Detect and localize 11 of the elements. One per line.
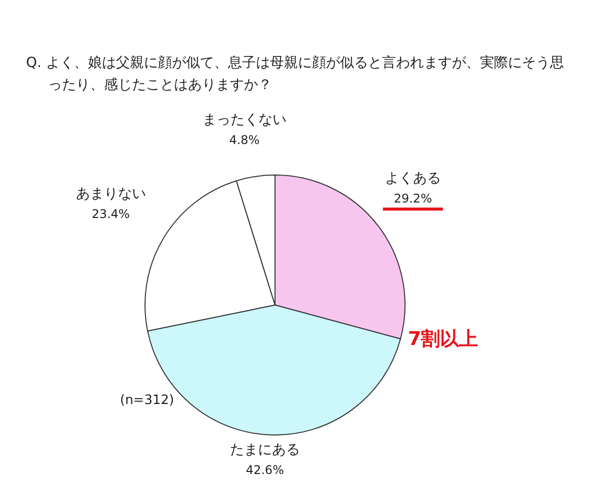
slice-label: あまりない <box>76 186 146 202</box>
data-label: 42.6% <box>246 462 284 477</box>
text: (n=312) <box>120 393 174 408</box>
text: 7割以上 <box>408 327 478 352</box>
slice-label: まったくない <box>202 112 286 128</box>
data-label: 23.4% <box>92 206 130 221</box>
slice-label: たまにある <box>230 442 300 458</box>
chart-title: Q. よく、娘は父親に顔が似て、息子は母親に顔が似ると言われますが、実際にそう思ったり、感じたことはありますか？ <box>26 54 565 95</box>
data-label: 29.2% <box>394 192 432 206</box>
data-label: 4.8% <box>229 132 260 147</box>
slice-label: よくある <box>384 170 441 187</box>
